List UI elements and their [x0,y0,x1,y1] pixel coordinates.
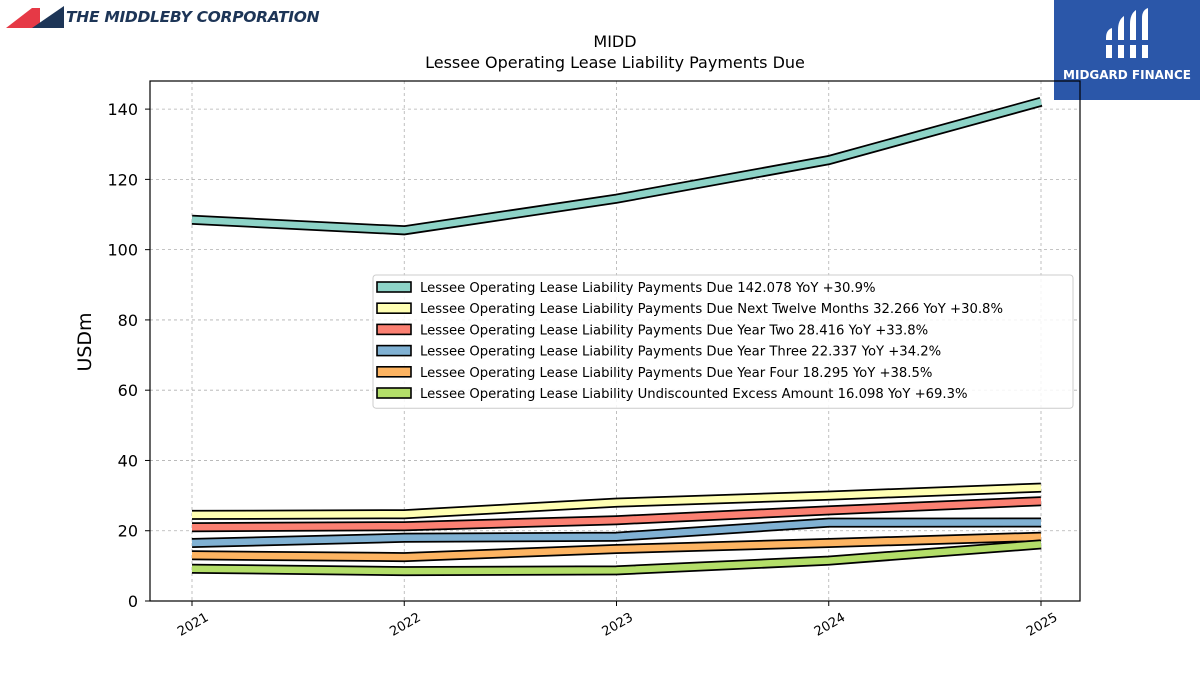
series-stroke [191,533,1042,561]
middleby-logo-icon [6,6,64,28]
legend-entry: Lessee Operating Lease Liability Payment… [420,323,928,338]
series-stroke [191,541,1042,575]
brand-logo: MIDGARD FINANCE [1054,0,1200,100]
midgard-logo-icon [1104,8,1150,58]
y-tick-label: 140 [107,100,138,119]
series-line [191,531,1042,563]
corp-name: THE MIDDLEBY CORPORATION [66,8,320,26]
legend-box [372,274,1074,409]
legend-swatch [376,344,412,357]
legend-swatch [376,365,412,378]
series-stroke [191,484,1042,519]
series-line [191,496,1042,533]
series-line [191,96,1043,236]
y-tick-label: 80 [118,311,138,330]
legend: Lessee Operating Lease Liability Payment… [372,274,1074,409]
y-tick-label: 40 [118,451,138,470]
corp-logo: THE MIDDLEBY CORPORATION [6,4,320,30]
x-tick-label: 2025 [1024,610,1060,640]
series-stroke [191,497,1042,531]
legend-entry: Lessee Operating Lease Liability Payment… [420,281,876,296]
series-lines [191,96,1043,577]
brand-name: MIDGARD FINANCE [1063,68,1191,82]
legend-swatch [376,281,412,293]
y-axis-label: USDm [74,312,96,371]
series-line [191,517,1042,548]
y-tick-label: 0 [128,592,138,611]
legend-entry: Lessee Operating Lease Liability Payment… [420,366,932,381]
legend-swatch [376,302,412,315]
legend-entry: Lessee Operating Lease Liability Undisco… [420,387,968,402]
series-stroke [191,98,1042,234]
series-line [191,539,1042,577]
legend-entry: Lessee Operating Lease Liability Payment… [420,345,941,360]
x-tick-label: 2021 [175,610,211,640]
y-tick-label: 120 [107,170,138,189]
y-tick-label: 20 [118,522,138,541]
y-tick-label: 60 [118,381,138,400]
chart-title: MIDD [593,32,636,51]
series-line [191,482,1042,520]
legend-entry: Lessee Operating Lease Liability Payment… [420,302,1003,317]
series-stroke [191,519,1042,547]
x-tick-label: 2022 [387,610,423,640]
y-tick-label: 100 [107,241,138,260]
chart-subtitle: Lessee Operating Lease Liability Payment… [425,53,805,72]
legend-swatch [376,387,412,399]
legend-swatch [376,323,412,336]
plot-frame [149,80,1081,602]
x-tick-label: 2024 [812,610,848,640]
x-tick-label: 2023 [600,610,636,640]
